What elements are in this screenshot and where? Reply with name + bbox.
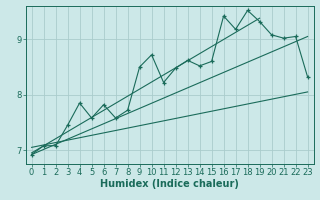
X-axis label: Humidex (Indice chaleur): Humidex (Indice chaleur) [100,179,239,189]
